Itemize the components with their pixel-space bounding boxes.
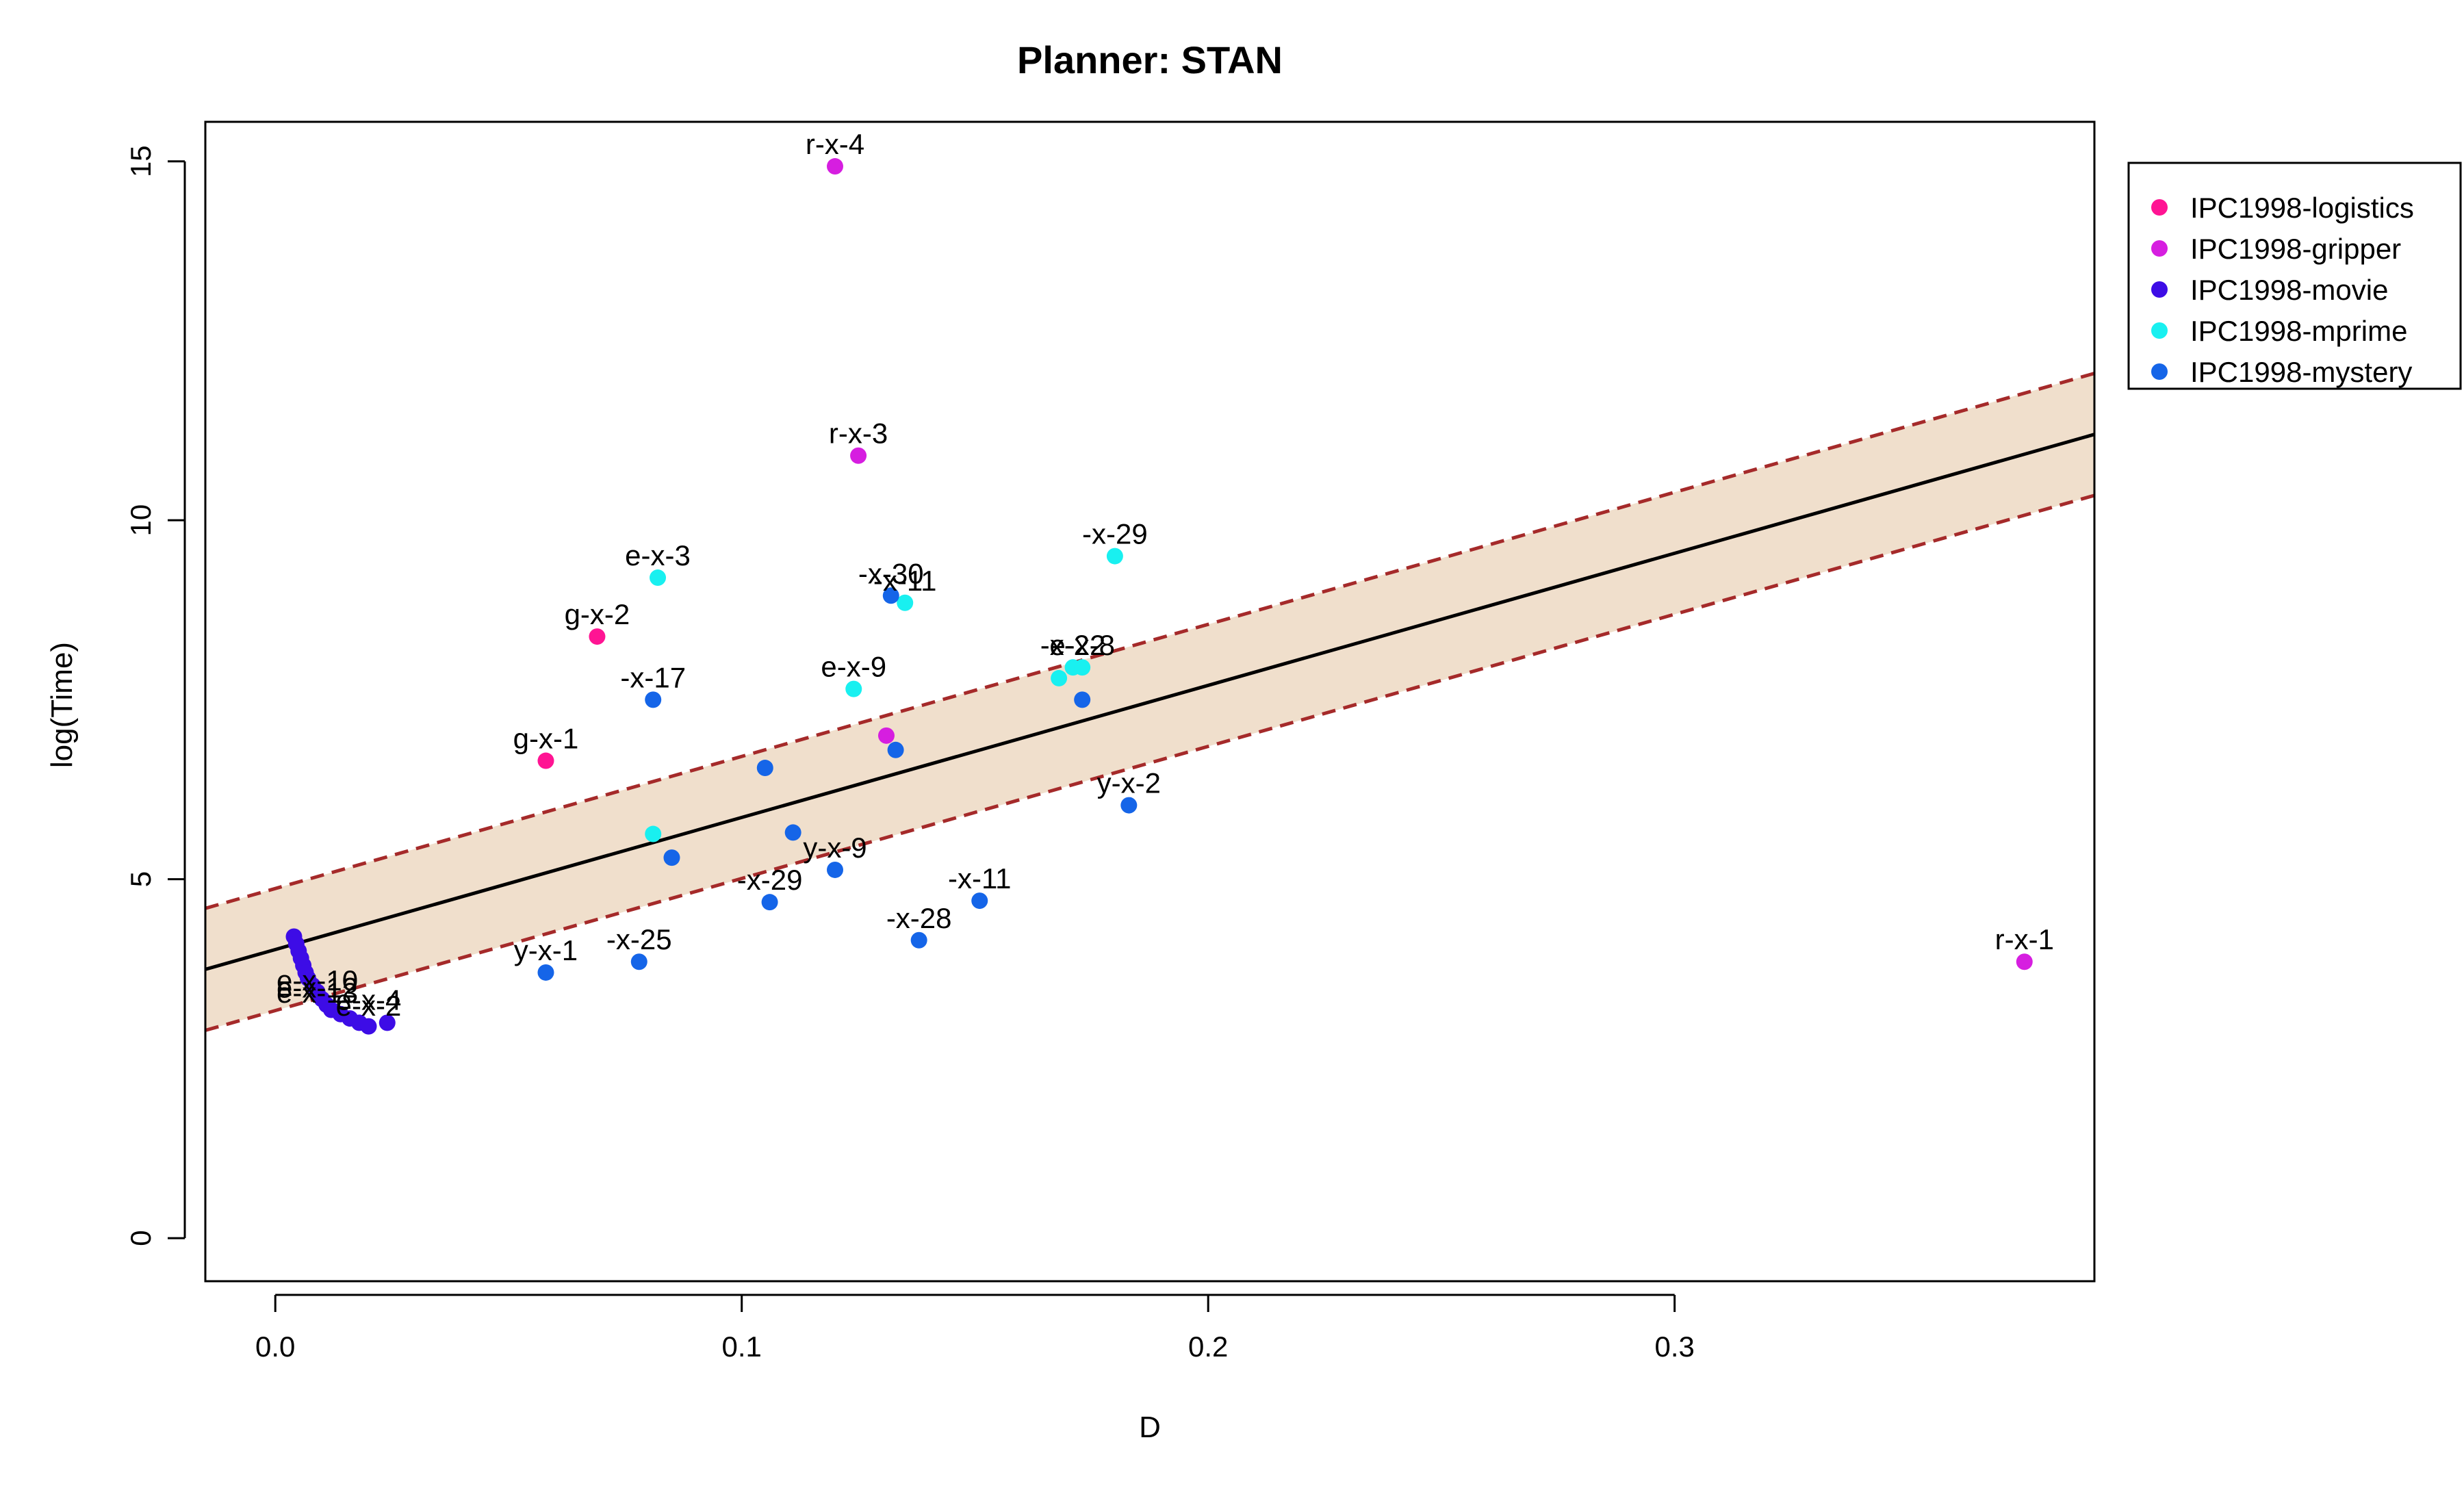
data-point <box>589 628 606 645</box>
legend: IPC1998-logistics IPC1998-gripper IPC1998-… <box>2127 162 2462 390</box>
data-point <box>910 931 927 949</box>
legend-label: IPC1998-mprime <box>2190 315 2407 347</box>
point-label: y-x-2 <box>1097 767 1161 799</box>
point-label: y-x-9 <box>803 832 867 864</box>
legend-swatch <box>2151 240 2168 257</box>
regression-line <box>205 433 2094 971</box>
x-tick-label: 0.2 <box>1188 1330 1228 1363</box>
point-label: -x-29 <box>1082 518 1148 550</box>
data-point <box>630 953 647 970</box>
data-point <box>537 964 554 981</box>
legend-label: IPC1998-gripper <box>2190 233 2401 265</box>
legend-label: IPC1998-movie <box>2190 274 2388 306</box>
data-point <box>1120 797 1138 814</box>
data-point <box>1074 691 1091 708</box>
point-label: e-x-9 <box>821 651 886 683</box>
point-label: e-x-4 <box>336 984 402 1016</box>
chart-title: Planner: STAN <box>1017 38 1283 81</box>
data-point <box>537 752 554 769</box>
y-axis-label: log(Time) <box>45 642 79 768</box>
data-point <box>850 447 867 464</box>
y-tick-label: 10 <box>125 504 157 537</box>
data-point <box>761 894 778 911</box>
point-label: e-x-10 <box>277 964 358 996</box>
data-point <box>882 587 899 604</box>
data-point <box>845 680 862 697</box>
x-tick-label: 0.0 <box>255 1330 295 1363</box>
y-tick-label: 0 <box>125 1230 157 1246</box>
point-label: e-x-3 <box>625 539 691 571</box>
legend-box <box>2127 162 2462 390</box>
point-label: -x-17 <box>620 661 686 693</box>
point-label: y-x-1 <box>514 934 578 966</box>
legend-swatch <box>2151 322 2168 339</box>
data-point <box>971 892 988 910</box>
point-label: e-x-2 <box>336 990 402 1022</box>
legend-swatch <box>2151 363 2168 380</box>
y-tick-label: 15 <box>125 145 157 177</box>
legend-swatch <box>2151 281 2168 298</box>
legend-swatch <box>2151 199 2168 216</box>
data-point <box>378 1014 396 1031</box>
data-point <box>887 741 904 758</box>
point-label: r-x-4 <box>806 128 864 160</box>
point-label: r-x-3 <box>829 417 888 450</box>
x-tick-label: 0.3 <box>1654 1330 1694 1363</box>
data-point <box>827 861 843 878</box>
plot-clipped-group <box>205 372 2094 1032</box>
x-tick-label: 0.1 <box>722 1330 762 1363</box>
point-label: e-x-8 <box>1049 629 1115 661</box>
y-tick-label: 5 <box>125 871 157 887</box>
plot-area: 0.0 0.1 0.2 0.3 0 5 10 15 g-x-2 g-x-1 r-x-4 r-x-3 r-… <box>125 120 2096 1363</box>
legend-label: IPC1998-mystery <box>2190 356 2412 388</box>
plot-frame <box>204 120 2096 1283</box>
data-point <box>756 760 773 777</box>
x-axis-label: D <box>1139 1411 1161 1444</box>
point-label: -x-29 <box>737 864 803 896</box>
point-label: -x-11 <box>948 862 1012 895</box>
data-point <box>663 849 680 866</box>
data-point <box>1051 669 1068 686</box>
point-label: -x-30 <box>858 557 924 589</box>
point-label: e-x-13 <box>277 977 358 1009</box>
data-point <box>897 594 914 611</box>
data-point <box>784 824 801 841</box>
data-point <box>1074 659 1091 676</box>
point-label: e-x-12 <box>277 972 358 1004</box>
point-label: -x-22 <box>1040 629 1106 661</box>
point-label: r-x-1 <box>1995 923 2054 955</box>
data-point <box>877 727 895 744</box>
data-point <box>645 691 662 708</box>
point-label: -x-25 <box>606 923 672 955</box>
data-point <box>1106 548 1123 565</box>
data-point <box>827 158 843 175</box>
point-label: g-x-1 <box>513 723 579 755</box>
point-label: -x-11 <box>873 565 937 597</box>
point-label: g-x-2 <box>565 598 630 630</box>
point-label: -x-28 <box>886 902 952 934</box>
data-point <box>360 1018 377 1035</box>
data-point <box>645 825 662 843</box>
data-point <box>2016 953 2033 970</box>
legend-label: IPC1998-logistics <box>2190 192 2414 224</box>
data-point <box>650 569 667 587</box>
